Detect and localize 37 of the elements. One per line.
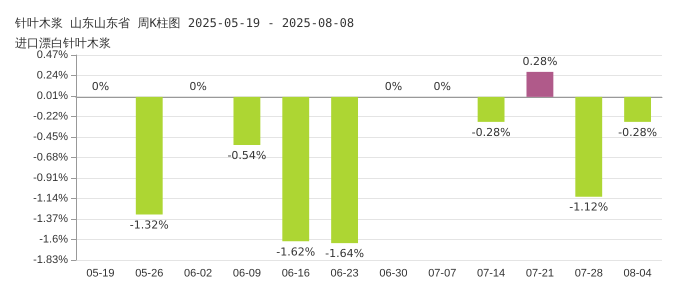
- y-tick-label: 0.01%: [36, 90, 68, 102]
- y-tick-label: -1.37%: [33, 213, 68, 225]
- y-tick-label: 0.24%: [36, 70, 68, 82]
- x-tick-label: 06-09: [232, 268, 261, 280]
- data-label: 0.28%: [522, 54, 558, 68]
- data-label: 0%: [92, 80, 110, 93]
- data-label: 0%: [189, 80, 207, 93]
- x-tick-label: 07-28: [574, 268, 603, 280]
- data-label: -1.32%: [130, 218, 169, 232]
- x-tick-label: 07-21: [526, 268, 554, 280]
- y-tick-label: -0.68%: [33, 152, 68, 164]
- x-tick-label: 05-26: [135, 268, 164, 280]
- y-tick-label: -1.6%: [39, 234, 68, 246]
- x-tick-label: 06-02: [184, 268, 212, 280]
- data-label: -0.28%: [618, 126, 658, 139]
- chart-title: 针叶木浆 山东山东省 周K柱图 2025-05-19 - 2025-08-08: [14, 16, 354, 30]
- chart-subtitle: 进口漂白针叶木浆: [15, 36, 111, 50]
- data-label: 0%: [434, 80, 451, 93]
- x-tick-label: 07-07: [428, 268, 456, 280]
- data-label: -1.62%: [276, 245, 316, 258]
- x-tick-label: 06-23: [330, 268, 359, 280]
- data-label: -1.12%: [569, 200, 608, 214]
- x-tick-label: 07-14: [477, 268, 506, 280]
- data-label: -0.28%: [472, 126, 511, 139]
- y-tick-label: -1.83%: [33, 254, 68, 266]
- data-label: -0.54%: [227, 149, 266, 162]
- data-label: 0%: [384, 80, 402, 93]
- x-tick-label: 06-30: [379, 268, 408, 280]
- y-tick-label: -0.45%: [33, 131, 68, 143]
- x-tick-label: 06-16: [282, 268, 310, 280]
- y-tick-label: -0.91%: [33, 172, 68, 184]
- x-tick-label: 05-19: [86, 268, 114, 280]
- y-tick-label: -0.22%: [33, 110, 68, 122]
- data-label: -1.64%: [325, 247, 364, 260]
- x-tick-label: 08-04: [624, 268, 652, 280]
- y-tick-label: 0.47%: [36, 49, 68, 61]
- y-tick-label: -1.14%: [33, 192, 68, 204]
